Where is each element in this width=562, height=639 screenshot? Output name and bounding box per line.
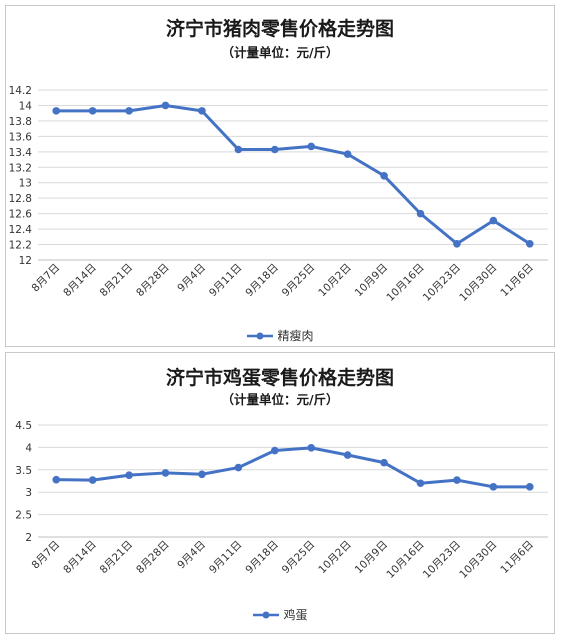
x-tick-label: 10月16日 (384, 539, 426, 581)
data-point (52, 475, 61, 484)
x-tick-label: 10月23日 (421, 262, 463, 304)
y-tick-label: 4.5 (15, 420, 32, 432)
series-line (54, 446, 532, 489)
y-tick-label: 13 (19, 178, 32, 190)
x-tick-label: 9月4日 (175, 539, 208, 572)
legend-series-swatch (247, 332, 274, 339)
x-tick-label: 8月7日 (30, 262, 63, 295)
y-tick-label: 2 (25, 532, 32, 544)
legend-series-label: 鸡蛋 (283, 608, 308, 622)
data-point (343, 451, 352, 459)
data-point (88, 107, 97, 115)
y-tick-label: 13.6 (9, 131, 33, 143)
x-tick-label: 9月25日 (280, 539, 318, 577)
x-tick-label: 9月4日 (175, 262, 208, 295)
data-point (125, 471, 133, 479)
data-point (416, 209, 425, 218)
x-tick-label: 8月14日 (61, 262, 99, 300)
x-tick-label: 10月16日 (384, 262, 426, 304)
y-tick-label: 12.2 (9, 240, 32, 252)
y-tick-label: 4 (25, 442, 32, 454)
x-tick-label: 10月9日 (353, 262, 391, 300)
data-point (88, 476, 97, 484)
x-tick-label: 8月14日 (61, 539, 99, 577)
x-tick-label: 8月21日 (98, 539, 136, 577)
chart-subtitle: （计量单位：元/斤） (221, 45, 339, 60)
data-point (380, 171, 388, 180)
data-point (525, 483, 534, 491)
data-point (380, 458, 388, 467)
y-tick-label: 13.4 (9, 147, 33, 159)
x-tick-label: 11月6日 (498, 262, 536, 300)
y-tick-label: 13.2 (9, 162, 32, 174)
legend-series-swatch (253, 611, 280, 618)
pork-chart-plot: 12 12.2 12.4 12.6 12.8 13 13.2 13.4 13.6 13.8 14 14… (9, 85, 548, 304)
data-point (52, 107, 61, 115)
data-point (270, 145, 279, 154)
x-tick-label: 8月28日 (134, 262, 172, 300)
chart-legend: 精瘦肉 (6, 327, 554, 344)
data-point (307, 444, 316, 452)
data-point (416, 479, 425, 488)
data-point (453, 239, 461, 248)
y-tick-label: 13.8 (9, 116, 32, 128)
data-point (161, 469, 170, 477)
data-point (525, 239, 534, 248)
x-tick-label: 10月2日 (316, 539, 354, 577)
data-point (270, 446, 279, 455)
x-tick-label: 9月18日 (243, 539, 281, 577)
data-point (489, 483, 498, 491)
x-tick-label: 8月7日 (30, 539, 63, 572)
x-tick-label: 11月6日 (498, 539, 536, 577)
x-tick-label: 9月25日 (280, 262, 318, 300)
y-tick-label: 14.2 (9, 85, 32, 97)
data-point (489, 216, 498, 225)
x-tick-label: 9月11日 (207, 539, 245, 577)
x-tick-label: 10月23日 (421, 539, 463, 581)
x-tick-label: 9月18日 (243, 262, 281, 300)
y-tick-label: 12 (19, 255, 32, 267)
egg-chart-panel: 济宁市鸡蛋零售价格走势图 （计量单位：元/斤） 2 2.5 3 3.5 4 4.5 8月7日… (5, 352, 555, 634)
pork-chart-panel: 济宁市猪肉零售价格走势图 （计量单位：元/斤） 12 12.2 12.4 12.6 12… (5, 5, 555, 347)
y-tick-label: 3.5 (15, 465, 32, 477)
x-tick-label: 9月11日 (207, 262, 245, 300)
data-point (234, 145, 243, 154)
data-point (453, 476, 461, 484)
x-tick-label: 10月30日 (457, 539, 499, 581)
legend-series-label: 精瘦肉 (277, 329, 314, 343)
x-tick-label: 10月2日 (316, 262, 354, 300)
x-tick-label: 10月30日 (457, 262, 499, 304)
y-tick-label: 3 (25, 487, 32, 499)
y-tick-label: 12.4 (9, 224, 33, 236)
y-tick-label: 14 (19, 100, 33, 112)
y-tick-label: 12.8 (9, 193, 32, 205)
x-tick-label: 8月28日 (134, 539, 172, 577)
chart-legend: 鸡蛋 (6, 606, 554, 623)
y-tick-label: 12.6 (9, 209, 33, 221)
x-tick-label: 8月21日 (98, 262, 136, 300)
y-tick-label: 2.5 (15, 510, 32, 522)
chart-subtitle: （计量单位：元/斤） (221, 392, 339, 407)
chart-title: 济宁市猪肉零售价格走势图 (165, 18, 394, 40)
data-point (198, 470, 206, 479)
chart-title: 济宁市鸡蛋零售价格走势图 (165, 367, 394, 389)
data-point (307, 142, 316, 151)
data-point (198, 107, 206, 115)
data-point (125, 107, 133, 115)
series-line (54, 103, 532, 246)
x-tick-label: 10月9日 (353, 539, 391, 577)
data-point (343, 150, 352, 158)
data-point (161, 101, 170, 110)
data-point (234, 463, 243, 472)
